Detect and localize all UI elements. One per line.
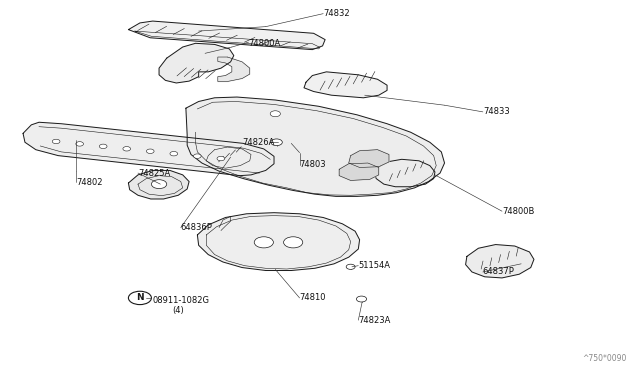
Circle shape xyxy=(152,180,167,189)
Text: 74826A: 74826A xyxy=(242,138,275,147)
Polygon shape xyxy=(374,159,435,187)
Circle shape xyxy=(123,147,131,151)
Polygon shape xyxy=(206,147,251,168)
Text: 74832: 74832 xyxy=(323,9,350,18)
Text: 74833: 74833 xyxy=(483,108,509,116)
Text: (4): (4) xyxy=(172,306,184,315)
Text: 74810: 74810 xyxy=(300,294,326,302)
Text: ^750*0090: ^750*0090 xyxy=(582,354,627,363)
Text: 74802: 74802 xyxy=(76,178,102,187)
Polygon shape xyxy=(349,150,389,167)
Text: 74825A: 74825A xyxy=(138,169,170,177)
Circle shape xyxy=(170,151,178,156)
Circle shape xyxy=(346,264,355,269)
Polygon shape xyxy=(197,213,360,270)
Circle shape xyxy=(129,291,152,305)
Text: 08911-1082G: 08911-1082G xyxy=(153,296,210,305)
Text: 64836P: 64836P xyxy=(180,223,212,232)
Circle shape xyxy=(193,154,201,158)
Polygon shape xyxy=(23,122,274,176)
Circle shape xyxy=(147,149,154,154)
Circle shape xyxy=(284,237,303,248)
Text: 74800A: 74800A xyxy=(248,39,281,48)
Circle shape xyxy=(217,156,225,161)
Polygon shape xyxy=(466,244,534,278)
Circle shape xyxy=(76,142,83,146)
Polygon shape xyxy=(129,170,189,199)
Text: 74803: 74803 xyxy=(300,160,326,169)
Text: 74823A: 74823A xyxy=(358,316,390,325)
Polygon shape xyxy=(339,163,379,180)
Text: N: N xyxy=(136,294,144,302)
Circle shape xyxy=(254,237,273,248)
Polygon shape xyxy=(304,72,387,98)
Circle shape xyxy=(270,111,280,117)
Polygon shape xyxy=(159,43,234,83)
Text: 51154A: 51154A xyxy=(358,261,390,270)
Polygon shape xyxy=(129,21,325,49)
Circle shape xyxy=(356,296,367,302)
Polygon shape xyxy=(218,57,250,81)
Polygon shape xyxy=(186,97,445,196)
Circle shape xyxy=(52,139,60,144)
Text: 64837P: 64837P xyxy=(483,267,515,276)
Circle shape xyxy=(99,144,107,148)
Circle shape xyxy=(271,139,282,145)
Text: 74800B: 74800B xyxy=(502,207,534,216)
